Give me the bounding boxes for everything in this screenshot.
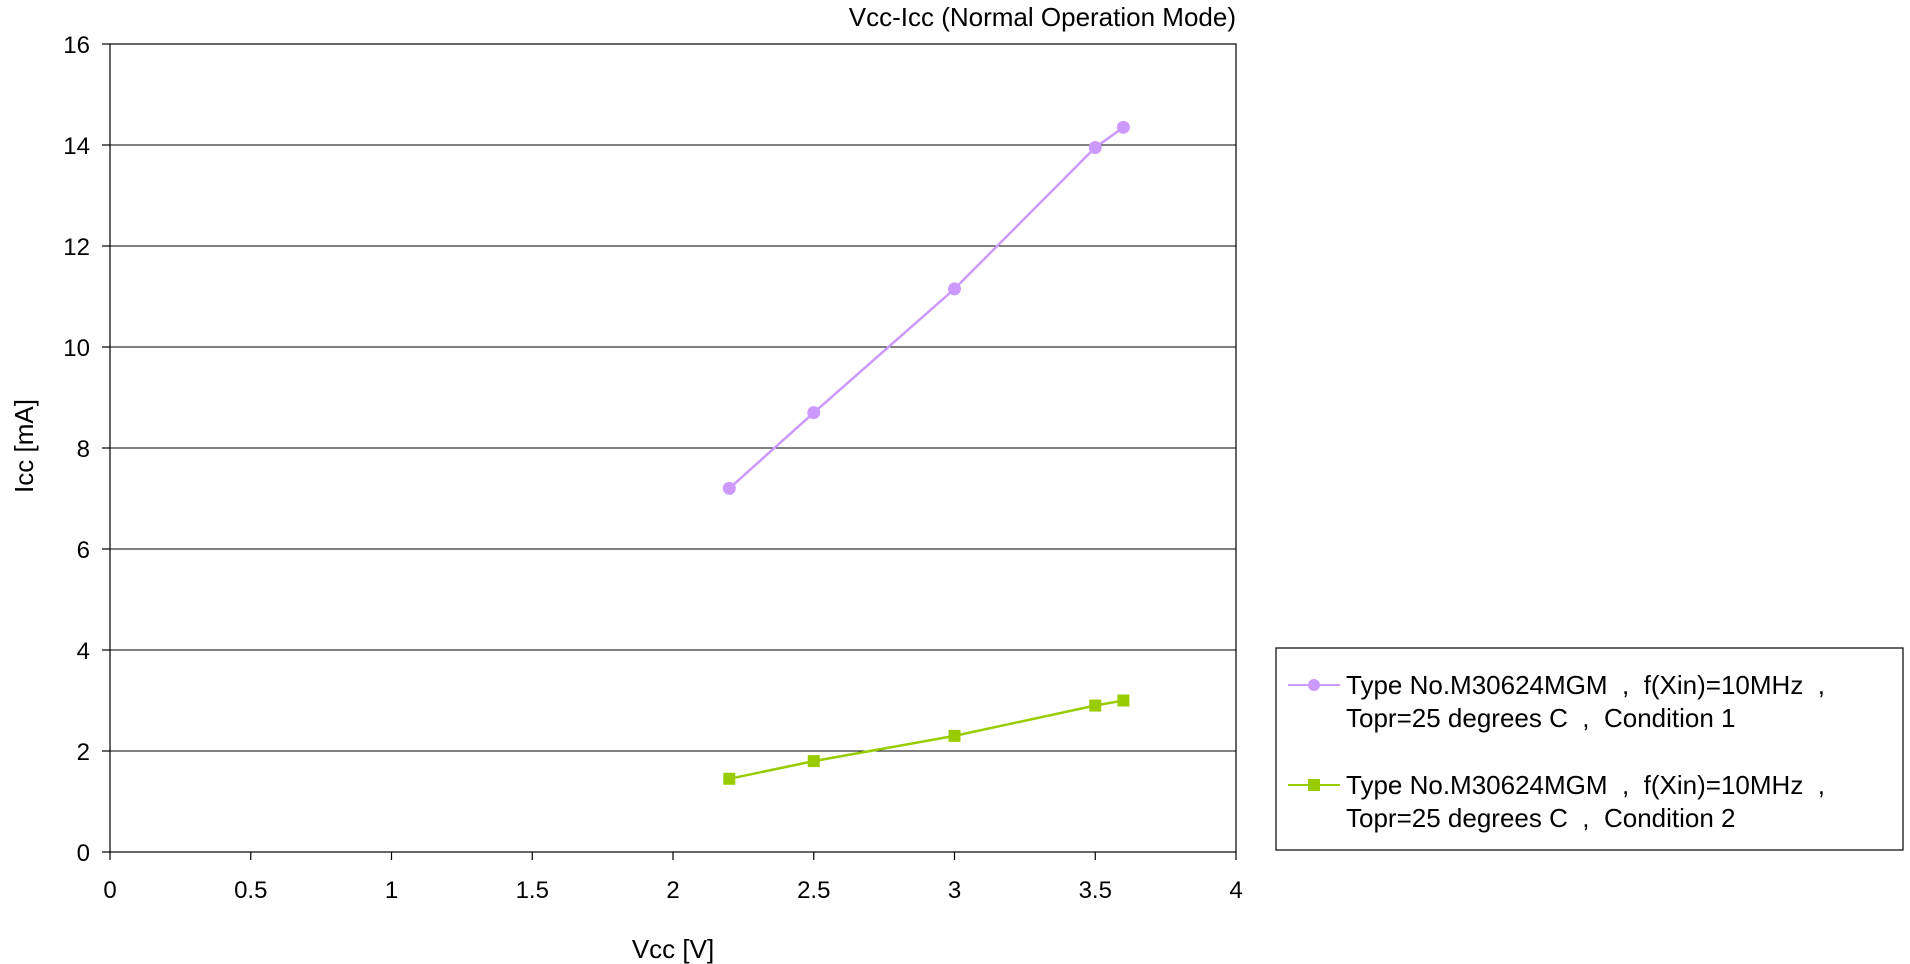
series-2: [723, 694, 1130, 785]
legend-square-marker-icon: [1308, 779, 1320, 791]
y-axis-title: Icc [mA]: [9, 399, 39, 493]
legend-label-line2: Topr=25 degrees C , Condition 1: [1346, 703, 1736, 733]
x-tick-label: 3: [948, 877, 961, 904]
x-tick-label: 2.5: [797, 877, 830, 904]
y-tick-label: 8: [77, 436, 90, 463]
legend-entry-condition-2: Type No.M30624MGM , f(Xin)=10MHz , Topr=…: [1288, 770, 1825, 833]
data-point: [1088, 141, 1102, 155]
x-axis: 0 0.5 1 1.5 2 2.5 3 3.5 4: [103, 852, 1243, 904]
x-tick-label: 4: [1229, 877, 1242, 904]
legend-box: [1275, 647, 1904, 851]
x-tick-label: 0.5: [234, 877, 267, 904]
data-point: [807, 755, 820, 768]
data-point: [948, 282, 961, 296]
data-point: [948, 729, 961, 742]
x-tick-label: 1: [385, 877, 398, 904]
series-layer: [722, 120, 1130, 785]
data-point: [1116, 120, 1130, 134]
data-point: [1089, 699, 1102, 712]
x-tick-label: 2: [666, 877, 679, 904]
y-tick-label: 14: [63, 133, 90, 160]
y-tick-label: 16: [63, 32, 90, 59]
legend-entry-condition-1: Type No.M30624MGM , f(Xin)=10MHz , Topr=…: [1288, 670, 1825, 733]
y-tick-label: 4: [77, 638, 90, 665]
legend-label-line1: Type No.M30624MGM , f(Xin)=10MHz ,: [1346, 670, 1825, 700]
data-point: [723, 772, 736, 785]
chart-title: Vcc-Icc (Normal Operation Mode): [849, 2, 1236, 32]
x-tick-label: 1.5: [516, 877, 549, 904]
y-tick-label: 10: [63, 335, 90, 362]
data-point: [807, 406, 821, 420]
y-tick-label: 0: [77, 840, 90, 867]
legend: Type No.M30624MGM , f(Xin)=10MHz , Topr=…: [1275, 647, 1904, 851]
x-tick-label: 0: [103, 877, 116, 904]
series-line: [729, 699, 1124, 781]
y-axis: 0 2 4 6 8 10 12 14 16: [63, 32, 110, 867]
data-point: [722, 481, 736, 495]
x-tick-label: 3.5: [1079, 877, 1112, 904]
series-1: [722, 120, 1130, 495]
y-tick-label: 2: [77, 739, 90, 766]
legend-label-line1: Type No.M30624MGM , f(Xin)=10MHz ,: [1346, 770, 1825, 800]
y-tick-label: 6: [77, 537, 90, 564]
series-line: [728, 126, 1125, 490]
data-point: [1117, 694, 1130, 707]
legend-label-line2: Topr=25 degrees C , Condition 2: [1346, 803, 1736, 833]
gridlines: [110, 144, 1236, 752]
y-tick-label: 12: [63, 234, 90, 261]
x-axis-title: Vcc [V]: [632, 934, 714, 964]
legend-circle-marker-icon: [1308, 679, 1320, 691]
